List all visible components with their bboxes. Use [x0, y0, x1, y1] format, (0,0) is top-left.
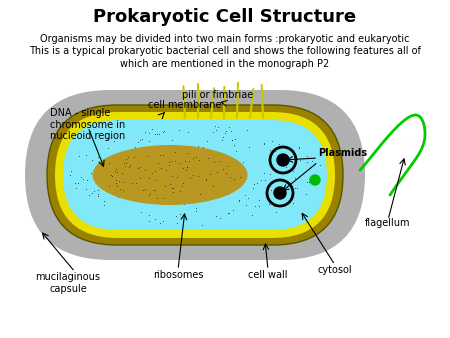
Circle shape [277, 154, 289, 166]
FancyBboxPatch shape [63, 120, 327, 230]
Text: DNA - single
chromosome in
nucleoid region: DNA - single chromosome in nucleoid regi… [50, 108, 125, 141]
Text: Plasmids: Plasmids [318, 148, 367, 158]
FancyBboxPatch shape [47, 105, 343, 245]
Text: cell membrane: cell membrane [148, 100, 221, 110]
Text: pili or fimbriae: pili or fimbriae [182, 90, 254, 100]
Circle shape [274, 187, 286, 199]
Text: cytosol: cytosol [318, 265, 352, 275]
FancyBboxPatch shape [25, 90, 365, 260]
Ellipse shape [93, 145, 248, 205]
Text: This is a typical prokaryotic bacterial cell and shows the following features al: This is a typical prokaryotic bacterial … [29, 46, 421, 69]
FancyBboxPatch shape [55, 112, 335, 238]
Circle shape [310, 175, 320, 185]
Text: cell wall: cell wall [248, 270, 288, 280]
Text: mucilaginous
capsule: mucilaginous capsule [36, 272, 100, 294]
Text: Prokaryotic Cell Structure: Prokaryotic Cell Structure [94, 8, 356, 26]
Text: ribosomes: ribosomes [153, 270, 203, 280]
Text: flagellum: flagellum [365, 218, 411, 228]
Text: Organisms may be divided into two main forms :prokaryotic and eukaryotic: Organisms may be divided into two main f… [40, 34, 410, 44]
